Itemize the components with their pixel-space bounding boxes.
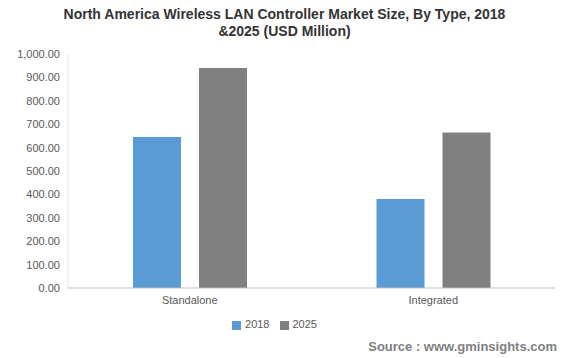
svg-text:Standalone: Standalone: [162, 294, 218, 306]
svg-text:200.00: 200.00: [26, 235, 60, 247]
html-text:2025: 2025: [292, 318, 317, 330]
svg-text:1,000.00: 1,000.00: [17, 48, 60, 60]
svg-text:300.00: 300.00: [26, 212, 60, 224]
svg-text:700.00: 700.00: [26, 118, 60, 130]
svg-text:0.00: 0.00: [39, 282, 60, 294]
svg-text:900.00: 900.00: [26, 71, 60, 83]
svg-text:500.00: 500.00: [26, 165, 60, 177]
html-text:Source : www.gminsights.com: Source : www.gminsights.com: [368, 339, 557, 354]
html-text:2018: 2018: [245, 318, 270, 330]
svg-text:800.00: 800.00: [26, 95, 60, 107]
svg-text:100.00: 100.00: [26, 259, 60, 271]
html-text:North America Wireless LAN Con: North America Wireless LAN Controller Ma…: [63, 6, 506, 39]
svg-text:400.00: 400.00: [26, 188, 60, 200]
svg-text:Integrated: Integrated: [408, 294, 458, 306]
svg-text:600.00: 600.00: [26, 142, 60, 154]
